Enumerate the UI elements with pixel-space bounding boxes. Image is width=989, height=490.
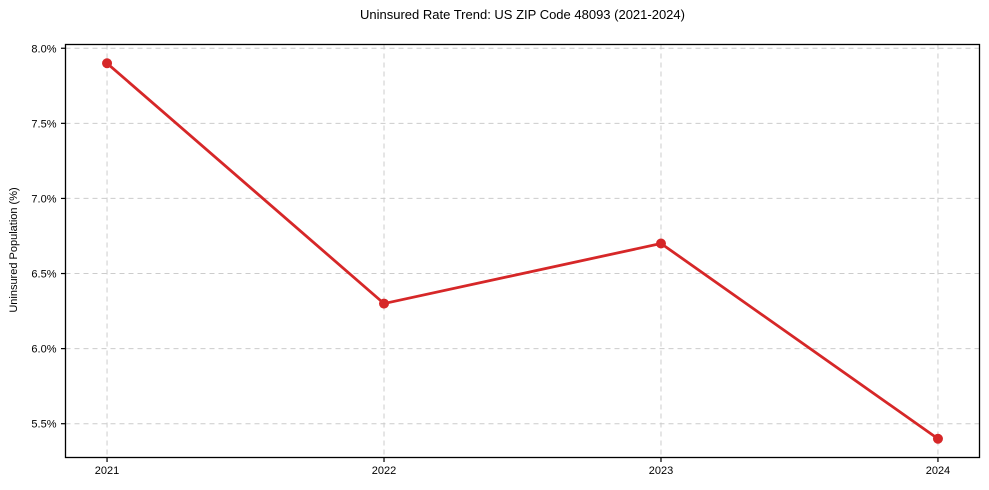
y-tick-label: 6.0% — [31, 344, 56, 356]
data-point-marker — [379, 298, 390, 309]
x-tick-label: 2022 — [372, 465, 396, 477]
plot-border — [64, 43, 981, 459]
x-tick-label: 2021 — [95, 465, 119, 477]
y-tick-label: 6.5% — [31, 269, 56, 281]
x-tick-label: 2023 — [649, 465, 673, 477]
chart-title: Uninsured Rate Trend: US ZIP Code 48093 … — [360, 7, 685, 22]
data-point-marker — [102, 58, 113, 69]
data-point-marker — [655, 238, 666, 249]
x-tick-label: 2024 — [926, 465, 950, 477]
data-point-marker — [932, 433, 943, 444]
y-tick-label: 8.0% — [31, 43, 56, 55]
y-tick-label: 7.5% — [31, 118, 56, 130]
y-tick-label: 5.5% — [31, 419, 56, 431]
trend-line — [105, 61, 940, 441]
y-tick-label: 7.0% — [31, 193, 56, 205]
